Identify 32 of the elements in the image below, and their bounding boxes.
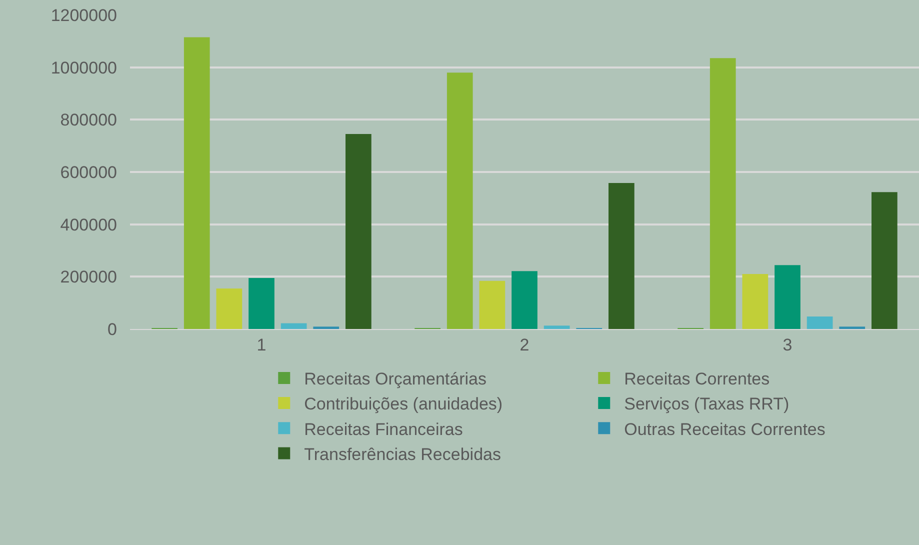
bar: [710, 58, 736, 329]
bar: [248, 278, 274, 329]
bar: [479, 280, 506, 329]
bar: [346, 134, 372, 329]
bar: [742, 274, 768, 329]
bar: [446, 72, 473, 329]
bar: [774, 265, 800, 329]
x-tick-label: 1: [256, 335, 266, 354]
legend-label: Contribuições (anuidades): [304, 394, 503, 414]
y-tick-label: 800000: [60, 110, 117, 130]
y-tick-label: 400000: [60, 215, 117, 234]
bar: [216, 288, 242, 329]
x-tick-label: 2: [520, 335, 530, 354]
y-tick-label: 200000: [60, 268, 117, 287]
bar: [872, 192, 898, 329]
bar: [184, 37, 210, 329]
bar: [544, 326, 570, 329]
legend-label: Serviços (Taxas RRT): [624, 394, 790, 414]
legend-label: Outras Receitas Correntes: [624, 420, 826, 439]
legend-label: Receitas Orçamentárias: [304, 370, 486, 389]
y-tick-label: 0: [108, 320, 117, 339]
y-tick-label: 1200000: [50, 6, 117, 25]
legend-label: Receitas Financeiras: [304, 420, 463, 439]
legend-label: Transferências Recebidas: [304, 444, 501, 464]
bar: [806, 316, 833, 329]
bar: [608, 182, 634, 329]
bar: [512, 271, 538, 329]
bar: [280, 323, 307, 329]
legend-label: Receitas Correntes: [624, 370, 770, 389]
y-tick-label: 600000: [60, 162, 117, 182]
x-tick-label: 3: [782, 335, 792, 354]
y-tick-label: 1000000: [50, 58, 117, 78]
